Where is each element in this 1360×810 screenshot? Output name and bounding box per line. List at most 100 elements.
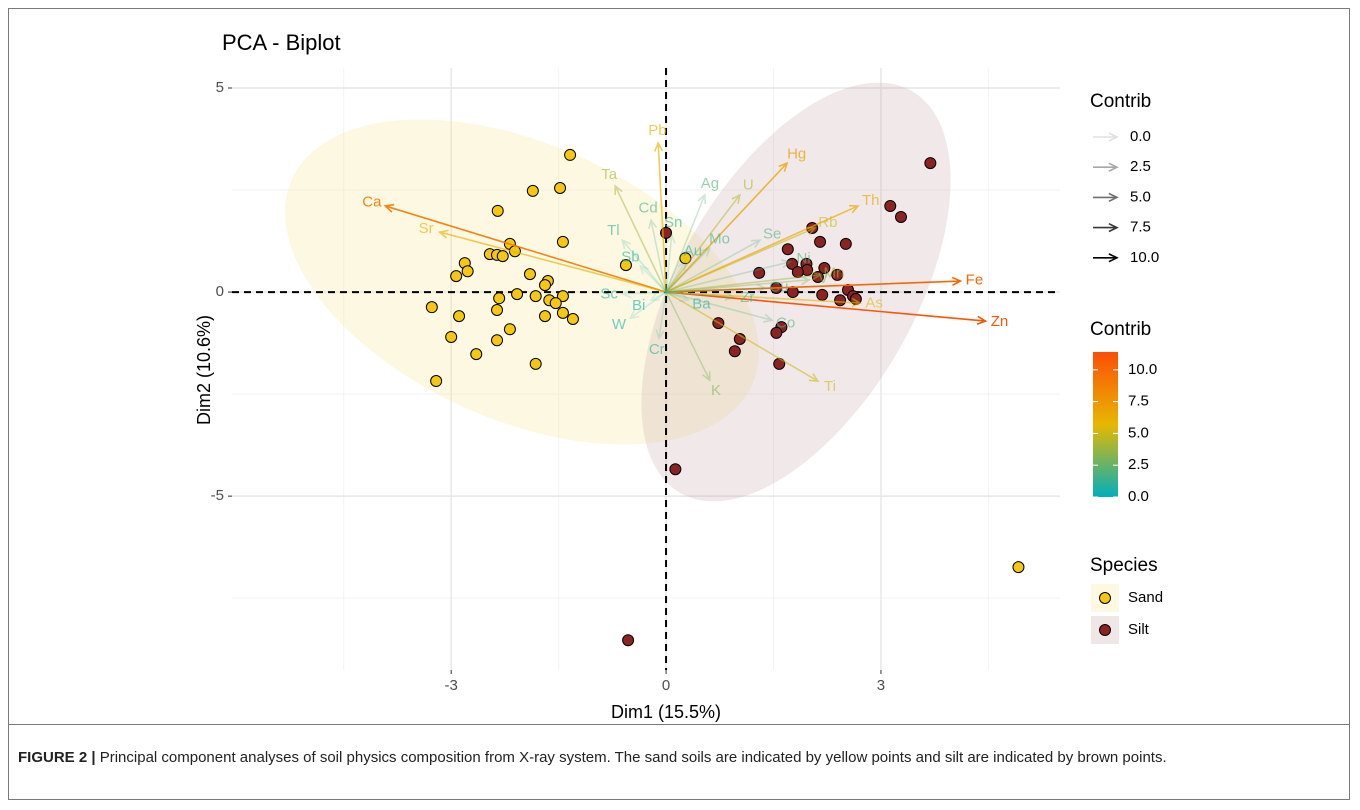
variable-arrow bbox=[665, 193, 707, 293]
variable-arrow bbox=[665, 275, 812, 293]
y-tick-label: -5 bbox=[211, 487, 224, 504]
sand-ellipse bbox=[285, 119, 759, 445]
legend-marker bbox=[1099, 592, 1111, 604]
variable-arrow bbox=[437, 229, 667, 293]
point bbox=[839, 237, 852, 250]
variable-label: V bbox=[818, 270, 828, 287]
variable-arrow bbox=[665, 226, 817, 293]
point bbox=[503, 323, 516, 336]
variable-label: Tl bbox=[607, 222, 620, 239]
legend-arrow bbox=[1093, 132, 1119, 142]
variable-label: Th bbox=[862, 192, 880, 209]
point bbox=[619, 259, 632, 272]
caption-label: FIGURE 2 | bbox=[18, 749, 96, 766]
point bbox=[529, 357, 542, 370]
point bbox=[556, 235, 569, 248]
point bbox=[511, 288, 524, 301]
legend-title: Contrib bbox=[1090, 319, 1151, 340]
variable-label: Rb bbox=[818, 214, 837, 231]
variable-arrow bbox=[648, 218, 667, 293]
legend-label: 2.5 bbox=[1130, 158, 1151, 175]
point bbox=[461, 265, 474, 278]
variable-arrow bbox=[655, 291, 667, 341]
variable-label: Pb bbox=[648, 122, 666, 139]
legend-label: 7.5 bbox=[1130, 219, 1151, 236]
point bbox=[622, 634, 635, 647]
point bbox=[669, 463, 682, 476]
y-tick-label: 0 bbox=[216, 283, 224, 300]
colorbar-label: 2.5 bbox=[1128, 456, 1149, 473]
point bbox=[529, 290, 542, 303]
legend-title: Contrib bbox=[1090, 91, 1151, 112]
variable-label: Sn bbox=[664, 214, 682, 231]
variable-label: K bbox=[711, 382, 721, 399]
variable-label: Cr bbox=[649, 341, 665, 358]
variable-arrow bbox=[665, 193, 741, 293]
point bbox=[816, 288, 829, 301]
point bbox=[814, 235, 827, 248]
legend-arrow bbox=[1093, 192, 1119, 203]
legend-arrow bbox=[1093, 222, 1119, 233]
point bbox=[526, 184, 539, 197]
variable-arrow bbox=[383, 203, 667, 293]
variable-label: Ni bbox=[796, 250, 810, 267]
variable-label: Zn bbox=[991, 313, 1009, 330]
point bbox=[566, 313, 579, 326]
variable-label: Se bbox=[763, 225, 781, 242]
legend-arrow bbox=[1093, 253, 1119, 263]
colorbar-label: 7.5 bbox=[1128, 393, 1149, 410]
point bbox=[491, 304, 504, 317]
point bbox=[894, 210, 907, 223]
point bbox=[884, 199, 897, 212]
variable-arrow bbox=[665, 260, 687, 293]
chart-title: PCA - Biplot bbox=[222, 30, 341, 55]
point bbox=[539, 310, 552, 323]
point bbox=[554, 181, 567, 194]
variable-arrow bbox=[665, 291, 988, 325]
y-tick-label: 5 bbox=[216, 79, 224, 96]
figure-frame bbox=[8, 8, 1350, 800]
variable-arrow bbox=[665, 246, 712, 293]
variable-arrow bbox=[638, 264, 667, 293]
x-tick-label: 0 bbox=[662, 677, 670, 694]
variable-arrow bbox=[665, 259, 792, 293]
colorbar-label: 5.0 bbox=[1128, 424, 1149, 441]
x-tick-label: -3 bbox=[445, 677, 458, 694]
point bbox=[791, 266, 804, 279]
point bbox=[556, 306, 569, 319]
point bbox=[770, 326, 783, 339]
legend-marker bbox=[1099, 624, 1111, 636]
caption-text: Principal component analyses of soil phy… bbox=[99, 749, 1167, 766]
point bbox=[470, 348, 483, 361]
variable-label: Hg bbox=[787, 145, 806, 162]
variable-arrow bbox=[665, 291, 736, 302]
x-axis-label: Dim1 (15.5%) bbox=[611, 702, 721, 722]
point bbox=[491, 334, 504, 347]
point bbox=[539, 279, 552, 292]
variable-arrow bbox=[665, 291, 690, 302]
variable-label: Ca bbox=[362, 193, 382, 210]
legend-arrow bbox=[1093, 162, 1119, 172]
variable-arrow bbox=[665, 291, 711, 382]
variable-label: W bbox=[612, 316, 627, 333]
point bbox=[523, 268, 536, 281]
point bbox=[834, 294, 847, 307]
variable-arrow bbox=[621, 238, 667, 293]
point bbox=[430, 375, 443, 388]
variable-arrow bbox=[665, 233, 676, 293]
variable-label: Ta bbox=[601, 166, 618, 183]
variable-arrow bbox=[665, 239, 762, 293]
variable-arrow bbox=[666, 276, 963, 293]
variable-label: Bi bbox=[632, 297, 645, 314]
variable-arrow bbox=[665, 291, 774, 323]
legend-label: Silt bbox=[1128, 621, 1150, 638]
variable-arrow bbox=[649, 291, 667, 302]
point bbox=[445, 330, 458, 343]
variable-arrow bbox=[665, 291, 820, 382]
legend-label: 0.0 bbox=[1130, 128, 1151, 145]
variable-label: Sr bbox=[419, 220, 434, 237]
variable-label: As bbox=[865, 295, 883, 312]
point bbox=[425, 301, 438, 314]
legend-label: 5.0 bbox=[1130, 188, 1151, 205]
point bbox=[728, 345, 741, 358]
